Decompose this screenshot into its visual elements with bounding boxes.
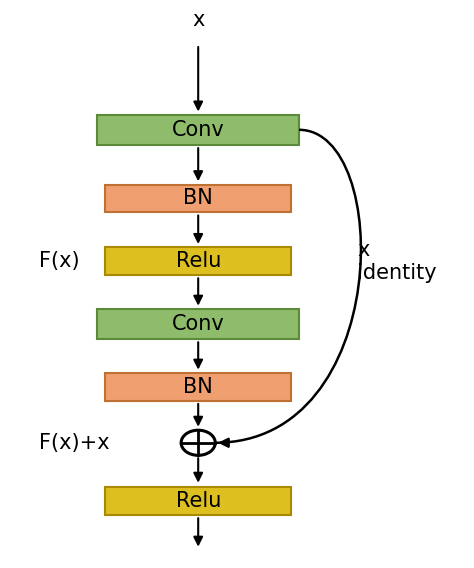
Text: F(x)+x: F(x)+x	[39, 433, 109, 453]
Text: BN: BN	[183, 377, 213, 397]
Text: Relu: Relu	[175, 491, 221, 511]
Text: x
identity: x identity	[357, 240, 437, 283]
Text: Conv: Conv	[172, 314, 225, 334]
FancyBboxPatch shape	[97, 309, 299, 339]
FancyBboxPatch shape	[105, 373, 292, 400]
Text: Conv: Conv	[172, 120, 225, 140]
Text: BN: BN	[183, 189, 213, 208]
Text: x: x	[192, 10, 204, 30]
FancyBboxPatch shape	[105, 487, 292, 515]
Text: Relu: Relu	[175, 251, 221, 271]
FancyBboxPatch shape	[105, 248, 292, 275]
Text: F(x): F(x)	[39, 251, 80, 271]
FancyBboxPatch shape	[105, 185, 292, 212]
FancyBboxPatch shape	[97, 115, 299, 145]
